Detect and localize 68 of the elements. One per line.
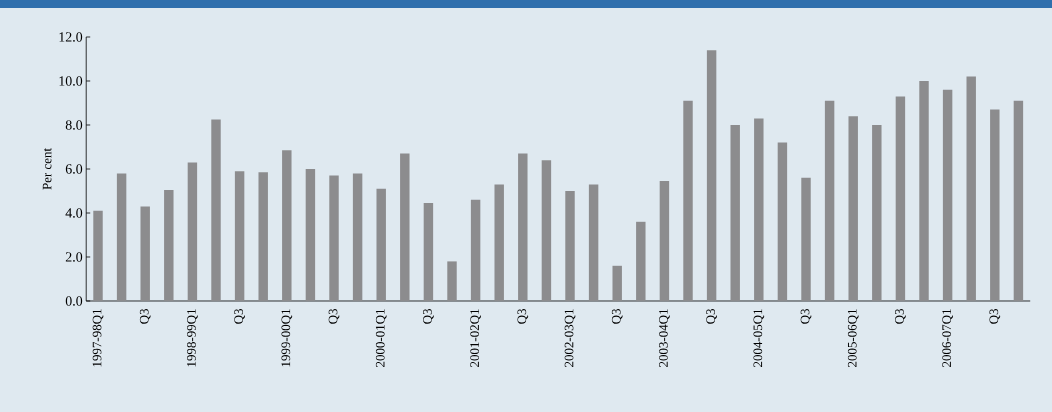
bar — [329, 175, 339, 301]
bar — [801, 177, 811, 301]
bar — [919, 81, 929, 301]
bar — [1013, 100, 1024, 301]
y-tick-label: 8.0 — [65, 120, 83, 130]
x-tick-label: Q3 — [800, 309, 812, 324]
bar — [400, 153, 410, 301]
bar — [942, 89, 953, 301]
bar — [423, 203, 434, 301]
bar — [352, 173, 363, 301]
x-tick-label: 2003-04Q1 — [659, 309, 670, 367]
y-tick-label: 12.0 — [59, 32, 83, 42]
bar — [777, 142, 788, 301]
x-tick-label: Q3 — [423, 309, 434, 324]
bar — [706, 50, 717, 301]
y-axis-title: Per cent — [42, 148, 52, 190]
x-tick-label: 2004-05Q1 — [753, 309, 765, 367]
bar — [282, 150, 292, 301]
bar — [541, 160, 552, 301]
bar — [824, 100, 835, 301]
bar — [683, 100, 693, 301]
x-tick-label: 1998-99Q1 — [187, 309, 198, 367]
x-tick-label: Q3 — [895, 309, 906, 324]
x-tick-label: Q3 — [517, 309, 529, 324]
bar — [376, 188, 386, 301]
bar — [140, 206, 150, 301]
y-tick-label: 2.0 — [65, 252, 83, 262]
x-tick-label: Q3 — [328, 309, 340, 324]
bar — [187, 162, 198, 301]
x-tick-label: 1999-00Q1 — [281, 309, 293, 367]
x-tick-label: 2005-06Q1 — [847, 309, 859, 367]
bar — [895, 96, 906, 301]
bar — [990, 109, 1000, 301]
bar — [258, 172, 268, 301]
bar — [447, 261, 457, 301]
x-tick-label: 1997-98Q1 — [92, 309, 104, 367]
bar — [518, 153, 528, 301]
y-tick-label: 4.0 — [65, 208, 83, 218]
bar — [659, 181, 670, 301]
x-tick-label: Q3 — [234, 309, 245, 324]
bar — [116, 173, 127, 301]
bar — [234, 171, 245, 301]
bar — [754, 118, 764, 301]
x-tick-label: Q3 — [706, 309, 717, 324]
bar — [494, 184, 504, 301]
bar — [470, 199, 481, 301]
x-tick-label: Q3 — [139, 309, 151, 324]
bar — [872, 125, 882, 301]
bar — [305, 169, 316, 301]
bar — [565, 191, 575, 301]
x-tick-label: 2000-01Q1 — [375, 309, 387, 367]
bar — [211, 119, 221, 301]
bar — [730, 125, 740, 301]
x-tick-label: 2006-07Q1 — [942, 309, 953, 367]
bar — [848, 116, 858, 301]
x-tick-label: 2002-03Q1 — [564, 309, 576, 367]
bar — [636, 221, 646, 301]
bar — [588, 184, 599, 301]
y-tick-label: 10.0 — [59, 76, 83, 86]
y-tick-label: 0.0 — [65, 296, 83, 306]
bar — [612, 265, 622, 301]
x-tick-label: Q3 — [989, 309, 1001, 324]
y-tick-label: 6.0 — [65, 164, 83, 174]
x-tick-label: 2001-02Q1 — [470, 309, 481, 367]
bar — [966, 76, 976, 301]
bar — [93, 210, 103, 301]
x-tick-label: Q3 — [611, 309, 623, 324]
bar — [164, 189, 174, 301]
